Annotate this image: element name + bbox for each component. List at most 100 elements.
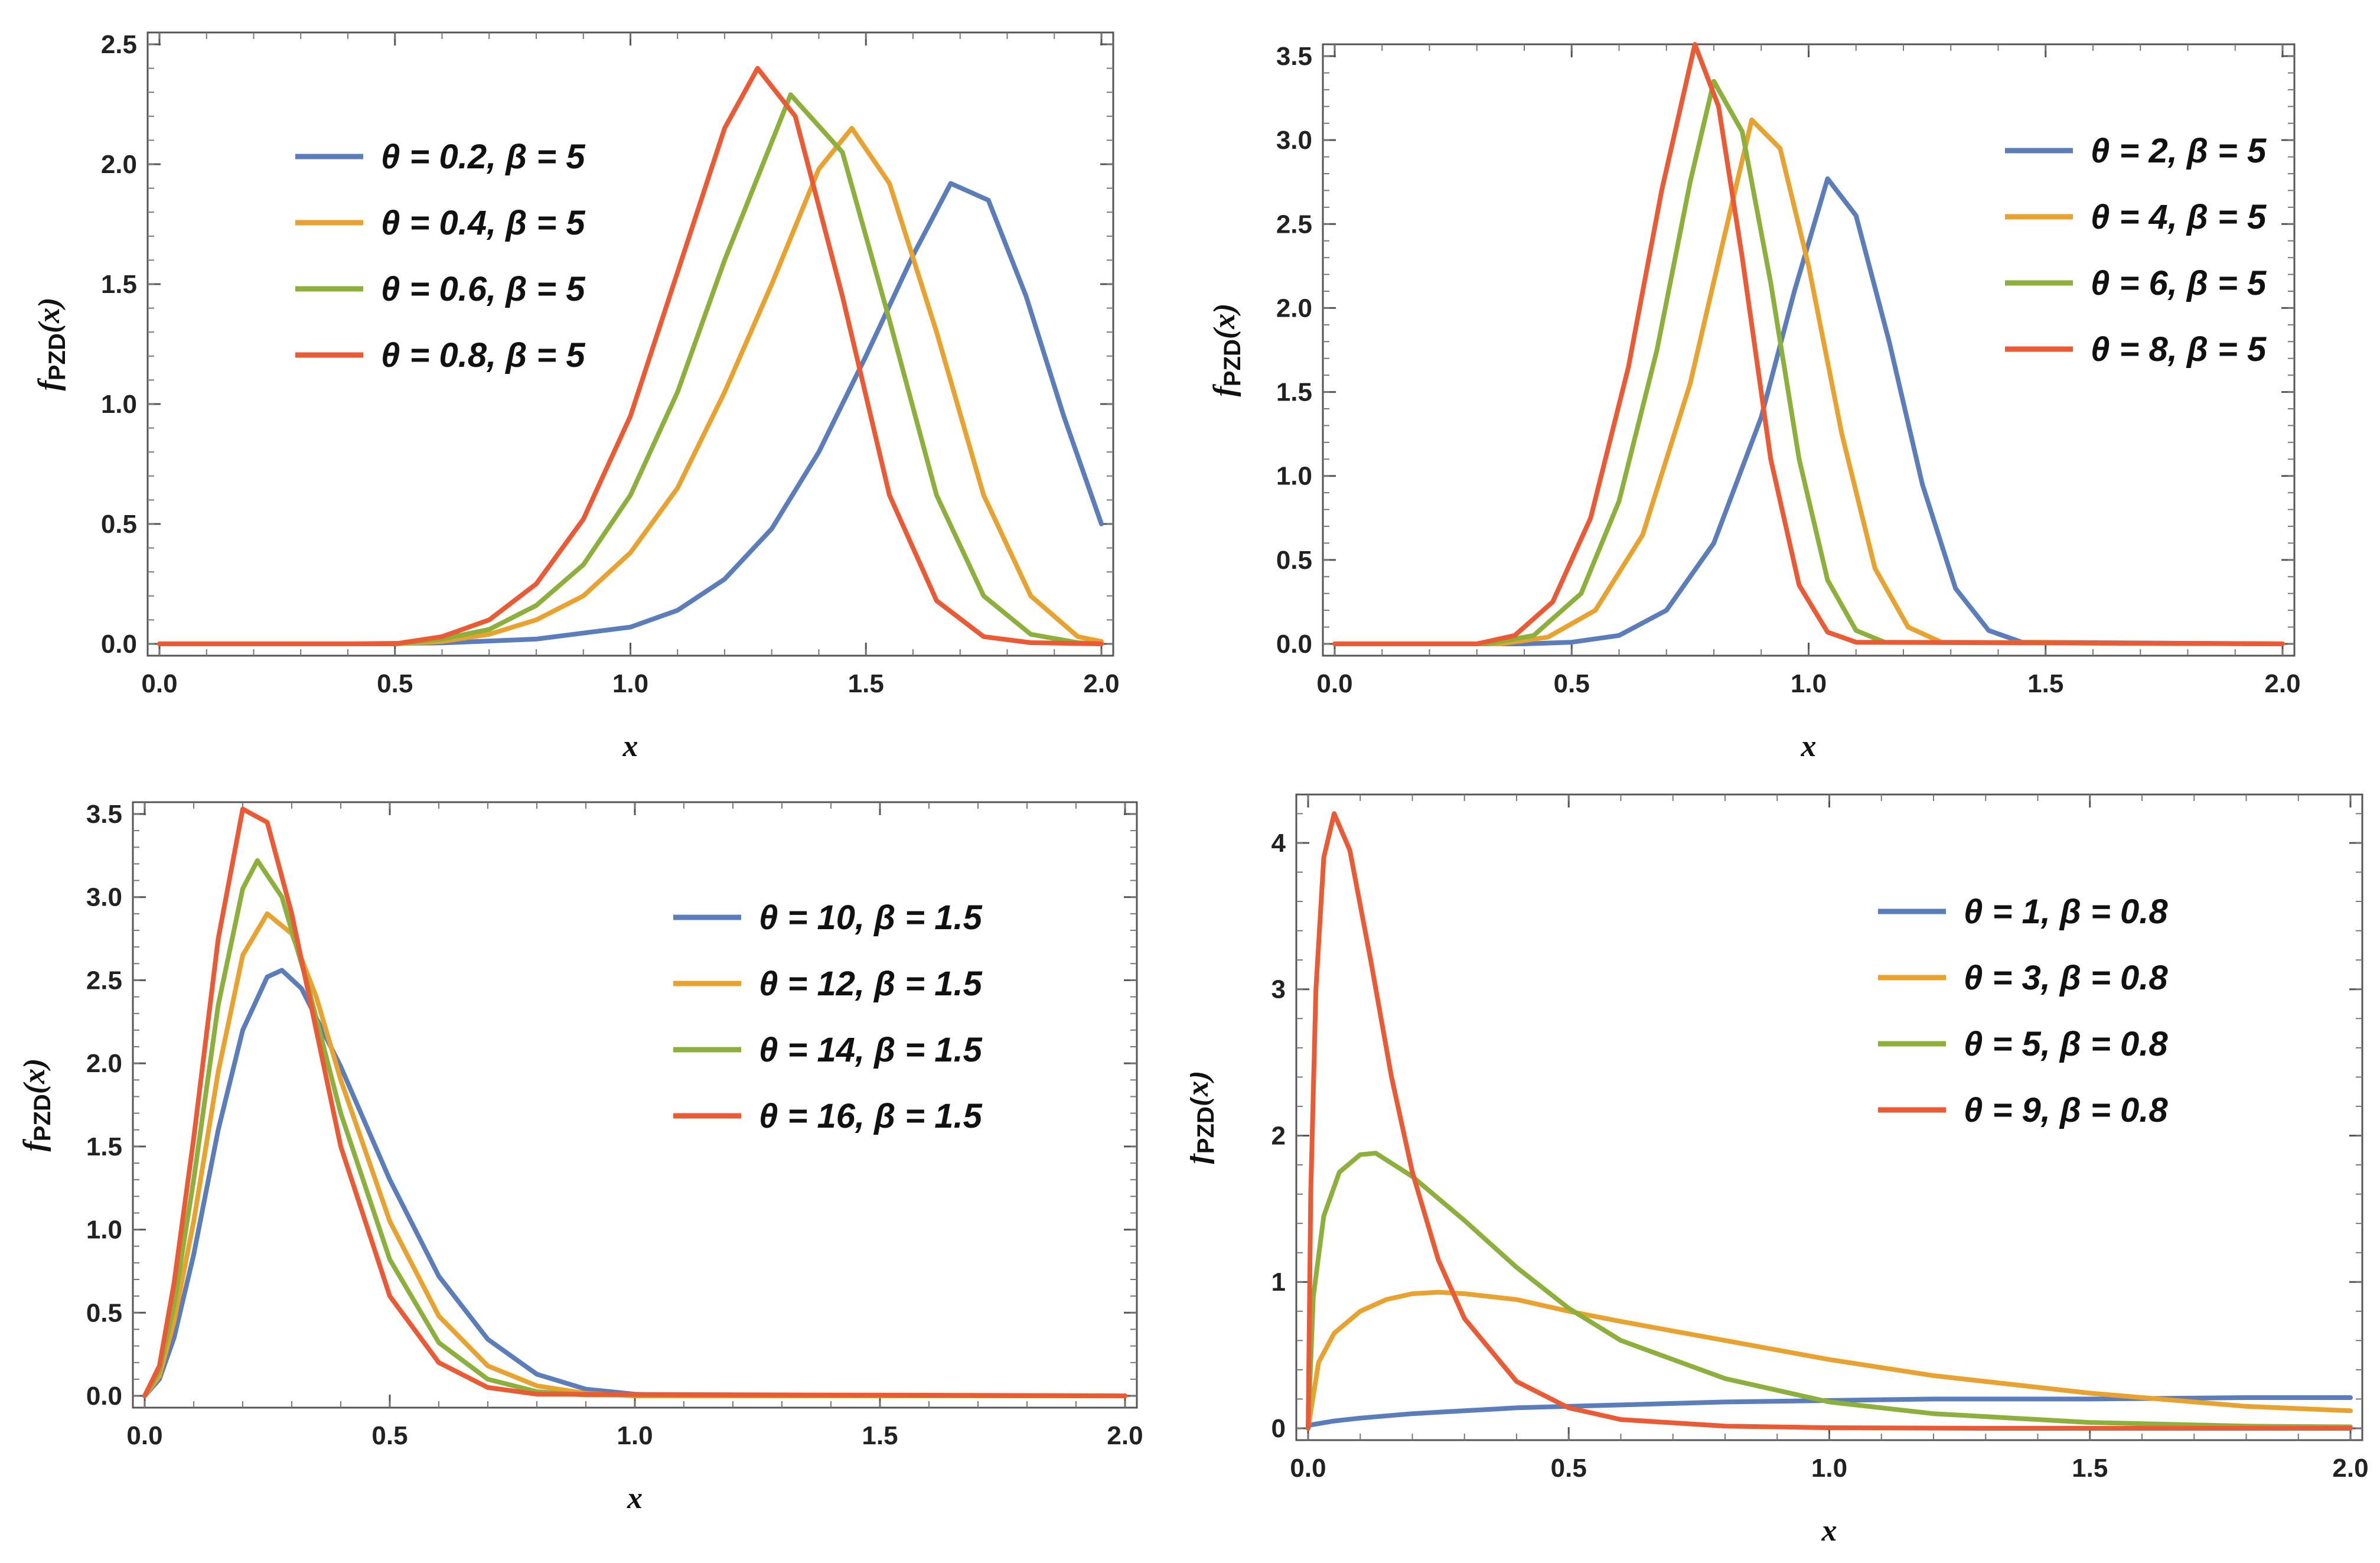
series-line-1 <box>1332 176 2285 646</box>
y-axis-label: fPZD(x) <box>1208 304 1246 397</box>
legend: θ = 10, β = 1.5 θ = 12, β = 1.5 θ = 14, β … <box>673 898 983 1135</box>
x-tick-label: 0.0 <box>1290 1454 1326 1483</box>
y-axis-label-main: f <box>32 377 66 390</box>
y-axis-label: fPZD(x) <box>32 298 70 391</box>
series-line-2 <box>1306 1290 2353 1431</box>
y-tick-label: 0.0 <box>101 630 137 659</box>
x-tick-label: 0.5 <box>371 1421 407 1450</box>
y-axis: 0 1 2 3 4 <box>1271 813 2362 1443</box>
chart-panel-top-right: 0.0 0.5 1.0 1.5 2.0 0.0 0.5 1.0 1.5 2.0 2.5 3.0 3.5 x… <box>1190 0 2380 782</box>
series-group <box>1332 42 2285 646</box>
y-axis-label-tail: (x) <box>1208 304 1241 340</box>
y-tick-label: 4 <box>1271 829 1286 858</box>
y-tick-label: 2.5 <box>86 966 122 995</box>
x-tick-label: 1.5 <box>862 1421 898 1450</box>
series-line-3 <box>1332 79 2285 646</box>
y-tick-label: 1.5 <box>1276 378 1312 407</box>
y-tick-label: 1.5 <box>86 1132 122 1161</box>
legend: θ = 2, β = 5 θ = 4, β = 5 θ = 6, β = 5 θ = … <box>2005 132 2267 369</box>
series-line-3 <box>157 92 1104 646</box>
y-axis-label: fPZD(x) <box>18 1059 56 1152</box>
y-axis: 0.0 0.5 1.0 1.5 2.0 2.5 3.0 3.5 <box>1276 42 2294 659</box>
x-tick-label: 1.0 <box>1791 669 1827 698</box>
legend-label-4: θ = 8, β = 5 <box>2091 330 2267 369</box>
legend-label-3: θ = 6, β = 5 <box>2091 264 2267 302</box>
series-line-2 <box>157 126 1104 646</box>
series-line-4 <box>1306 811 2353 1431</box>
y-tick-label: 0.5 <box>101 510 137 539</box>
legend-label-1: θ = 0.2, β = 5 <box>381 138 585 176</box>
x-axis-label: x <box>627 1481 643 1515</box>
x-tick-label: 0.0 <box>141 669 177 698</box>
x-tick-label: 1.0 <box>617 1421 653 1450</box>
chart-top-left: 0.0 0.5 1.0 1.5 2.0 0.0 0.5 1.0 1.5 2.0 2.5 x fPZD(x… <box>32 30 1120 763</box>
y-tick-label: 2.0 <box>86 1049 122 1078</box>
legend-label-1: θ = 1, β = 0.8 <box>1964 893 2168 931</box>
x-axis: 0.0 0.5 1.0 1.5 2.0 <box>1290 794 2369 1483</box>
x-axis: 0.0 0.5 1.0 1.5 2.0 <box>1316 44 2301 698</box>
legend-label-2: θ = 0.4, β = 5 <box>381 204 585 242</box>
series-line-1 <box>142 968 1127 1398</box>
x-axis: 0.0 0.5 1.0 1.5 2.0 <box>126 802 1143 1450</box>
legend-label-4: θ = 16, β = 1.5 <box>759 1097 983 1135</box>
y-tick-label: 1.0 <box>86 1216 122 1245</box>
y-axis-label-tail: (x) <box>18 1059 51 1095</box>
y-tick-label: 2 <box>1271 1121 1286 1150</box>
y-tick-label: 2.0 <box>1276 294 1312 323</box>
x-tick-label: 2.0 <box>2264 669 2300 698</box>
x-tick-label: 2.0 <box>1083 669 1119 698</box>
legend-label-1: θ = 10, β = 1.5 <box>759 898 983 937</box>
y-axis-label-tail: (x) <box>32 298 66 334</box>
y-axis-label-sub: PZD <box>1193 1106 1219 1154</box>
x-tick-label: 0.0 <box>126 1421 162 1450</box>
legend-label-3: θ = 0.6, β = 5 <box>381 270 585 308</box>
plot-frame <box>132 801 1138 1409</box>
series-line-2 <box>142 911 1127 1398</box>
x-tick-label: 0.5 <box>377 669 413 698</box>
y-tick-label: 2.0 <box>101 150 137 179</box>
series-line-4 <box>142 806 1127 1398</box>
y-axis: 0.0 0.5 1.0 1.5 2.0 2.5 <box>101 30 1113 659</box>
plot-frame <box>1295 793 2363 1441</box>
y-tick-label: 0.5 <box>86 1298 122 1327</box>
series-group <box>157 66 1104 646</box>
y-axis-label-main: f <box>1208 383 1241 396</box>
legend-label-2: θ = 12, β = 1.5 <box>759 965 983 1003</box>
legend: θ = 1, β = 0.8 θ = 3, β = 0.8 θ = 5, β = 0… <box>1878 893 2168 1129</box>
x-tick-label: 1.5 <box>2027 669 2063 698</box>
legend-label-4: θ = 9, β = 0.8 <box>1964 1091 2168 1129</box>
y-tick-label: 1.5 <box>101 270 137 299</box>
y-tick-label: 0.5 <box>1276 546 1312 575</box>
legend-label-1: θ = 2, β = 5 <box>2091 132 2267 170</box>
x-tick-label: 1.0 <box>612 669 648 698</box>
legend-label-2: θ = 4, β = 5 <box>2091 198 2267 236</box>
x-tick-label: 0.5 <box>1551 1454 1587 1483</box>
chart-top-right: 0.0 0.5 1.0 1.5 2.0 0.0 0.5 1.0 1.5 2.0 2.5 3.0 3.5 x… <box>1208 42 2301 763</box>
series-line-4 <box>157 66 1104 646</box>
y-tick-label: 2.5 <box>101 30 137 59</box>
y-tick-label: 1.0 <box>1276 462 1312 491</box>
series-line-3 <box>142 858 1127 1398</box>
series-group <box>1306 811 2353 1431</box>
chart-panel-bottom-left: 0.0 0.5 1.0 1.5 2.0 0.0 0.5 1.0 1.5 2.0 2.5 3.0 3.5 x… <box>0 782 1190 1563</box>
x-tick-label: 1.5 <box>2072 1454 2108 1483</box>
y-tick-label: 3 <box>1271 975 1286 1004</box>
chart-panel-top-left: 0.0 0.5 1.0 1.5 2.0 0.0 0.5 1.0 1.5 2.0 2.5 x fPZD(x… <box>0 0 1190 782</box>
chart-bottom-right: 0.0 0.5 1.0 1.5 2.0 0 1 2 3 4 x fPZD(x) θ = 1, β = 0… <box>1190 793 2369 1548</box>
series-line-1 <box>1306 1395 2353 1428</box>
y-tick-label: 1.0 <box>101 390 137 419</box>
legend-label-4: θ = 0.8, β = 5 <box>381 336 585 375</box>
chart-panel-bottom-right: 0.0 0.5 1.0 1.5 2.0 0 1 2 3 4 x fPZD(x) θ = 1, β = 0… <box>1190 782 2380 1563</box>
y-tick-label: 0.0 <box>86 1382 122 1411</box>
y-tick-label: 2.5 <box>1276 210 1312 239</box>
y-axis-label-main: f <box>18 1138 51 1151</box>
y-axis: 0.0 0.5 1.0 1.5 2.0 2.5 3.0 3.5 <box>86 800 1137 1411</box>
x-axis-label: x <box>622 730 638 763</box>
y-axis-label-sub: PZD <box>30 1094 56 1141</box>
x-tick-label: 2.0 <box>1107 1421 1143 1450</box>
y-axis-label-sub: PZD <box>44 333 70 380</box>
x-tick-label: 0.5 <box>1554 669 1590 698</box>
x-tick-label: 0.0 <box>1316 669 1352 698</box>
x-axis: 0.0 0.5 1.0 1.5 2.0 <box>141 32 1120 698</box>
legend-label-2: θ = 3, β = 0.8 <box>1964 959 2168 997</box>
